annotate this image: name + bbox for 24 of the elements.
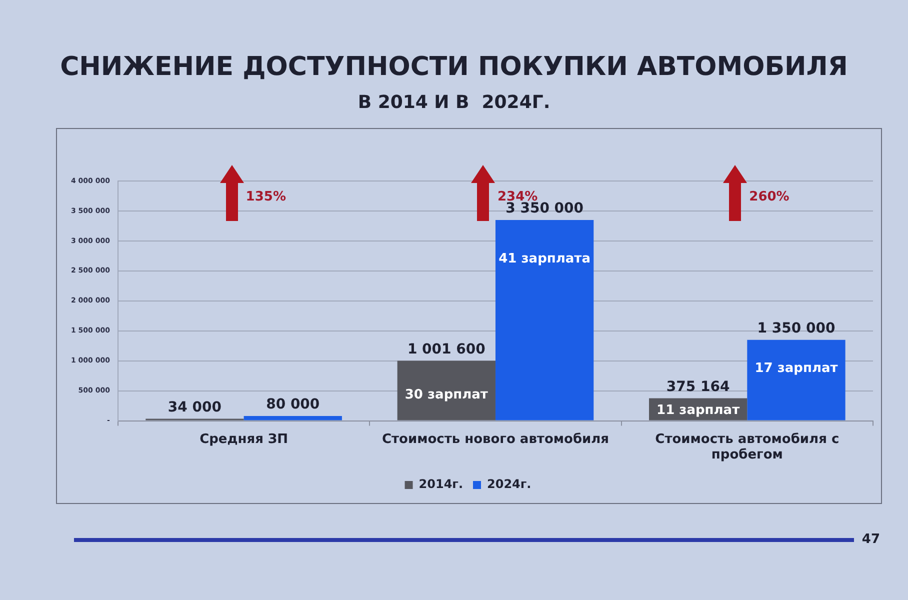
annotation: 260% — [749, 189, 790, 204]
bar — [244, 416, 342, 420]
data-label: 34 000 — [168, 399, 222, 416]
x-tick-label: Средняя ЗП — [200, 432, 288, 447]
legend-label: 2024г. — [487, 477, 532, 492]
annotation: 30 зарплат — [404, 388, 488, 403]
annotation: 135% — [246, 189, 286, 204]
annotation: 11 зарплат — [656, 402, 740, 418]
chart-title: СНИЖЕНИЕ ДОСТУПНОСТИ ПОКУПКИ АВТОМОБИЛЯ — [59, 52, 849, 82]
data-label: 80 000 — [266, 396, 320, 413]
x-tick-label: Стоимость нового автомобиля — [382, 432, 610, 447]
bar — [747, 340, 846, 420]
annotation: 17 зарплат — [754, 361, 838, 376]
bar — [495, 220, 594, 420]
x-tick-label: Стоимость автомобиля с пробегом — [655, 432, 840, 463]
data-label: 1 350 000 — [757, 320, 836, 337]
annotation: 41 зарплата — [498, 251, 590, 266]
bar — [397, 360, 496, 420]
chart-subtitle: В 2014 И В 2024Г. — [356, 92, 552, 113]
data-label: 375 164 — [666, 378, 730, 395]
data-label: 3 350 000 — [506, 200, 584, 217]
text: 47 — [862, 532, 880, 547]
legend-label: 2014г. — [418, 477, 464, 492]
data-label: 1 001 600 — [407, 341, 486, 358]
